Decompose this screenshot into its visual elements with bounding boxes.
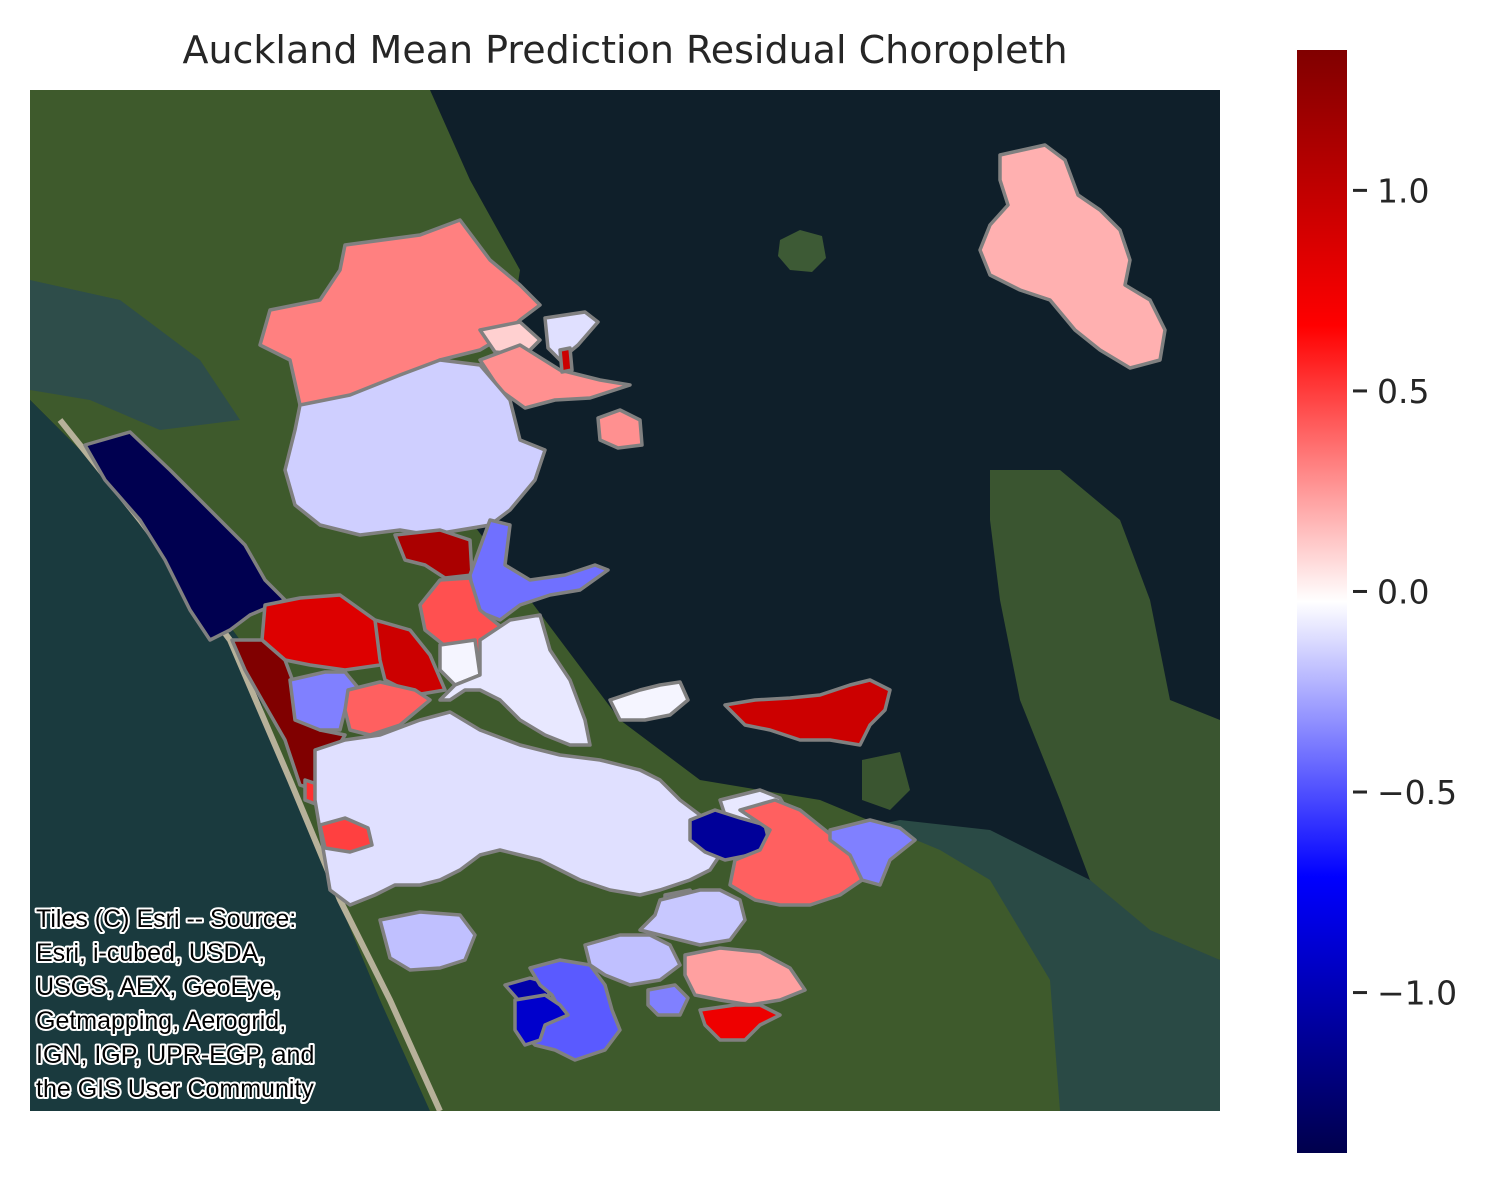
region-massey [343, 680, 432, 737]
region-kaipara-south [283, 358, 547, 537]
region-papakura-south [698, 1003, 782, 1042]
region-waiheke-west [608, 680, 690, 722]
region-manukau [638, 888, 747, 947]
map-area [30, 90, 1220, 1111]
region-manurewa [683, 946, 807, 1007]
region-te-atatu [318, 816, 374, 854]
colorbar-tick-label: −0.5 [1377, 773, 1457, 812]
region-silverdale [393, 528, 474, 580]
region-takanini [646, 983, 690, 1017]
basemap-islands-gulf [862, 752, 910, 810]
region-drury [513, 993, 570, 1047]
basemap-little-barrier [778, 230, 826, 272]
attribution-line: Tiles (C) Esri -- Source: [36, 905, 296, 933]
region-botany [728, 798, 864, 907]
attribution-line: USGS, AEX, GeoEye, [36, 973, 281, 1001]
attribution-line: IGN, IGP, UPR-EGP, and [36, 1041, 314, 1069]
region-great-barrier [978, 143, 1167, 370]
map-title: Auckland Mean Prediction Residual Chorop… [182, 28, 1067, 72]
region-papatoetoe [583, 933, 682, 987]
colorbar-tick-label: −1.0 [1377, 974, 1457, 1013]
attribution-line: Esri, i-cubed, USDA, [36, 939, 265, 967]
region-south-head [83, 430, 287, 642]
region-kawau [596, 408, 644, 450]
basemap-coromandel [990, 470, 1220, 960]
tile-attribution: Tiles (C) Esri -- Source: Esri, i-cubed,… [34, 903, 316, 1105]
colorbar-ticks: 1.0 0.5 0.0 −0.5 −1.0 [1353, 171, 1457, 1013]
attribution-line: the GIS User Community [36, 1075, 314, 1103]
colorbar-tick-label: 0.5 [1377, 372, 1429, 411]
basemap-inlet [30, 280, 240, 430]
region-waiheke [723, 678, 892, 747]
region-leigh [543, 310, 600, 362]
region-auckland-isthmus [313, 710, 722, 907]
colorbar-tick-label: 1.0 [1377, 171, 1429, 210]
region-matakana [478, 343, 632, 410]
region-north-shore [438, 613, 592, 747]
region-beachlands [828, 818, 917, 887]
colorbar-tick-label: 0.0 [1377, 572, 1429, 611]
colorbar: 1.0 0.5 0.0 −0.5 −1.0 [1297, 50, 1457, 1153]
region-mangere [378, 910, 477, 972]
region-leigh-point [558, 346, 574, 374]
colorbar-gradient [1297, 50, 1347, 1153]
attribution-line: Getmapping, Aerogrid, [36, 1007, 286, 1035]
region-kumeu [373, 618, 447, 697]
basemap-west-sea [30, 400, 430, 1111]
